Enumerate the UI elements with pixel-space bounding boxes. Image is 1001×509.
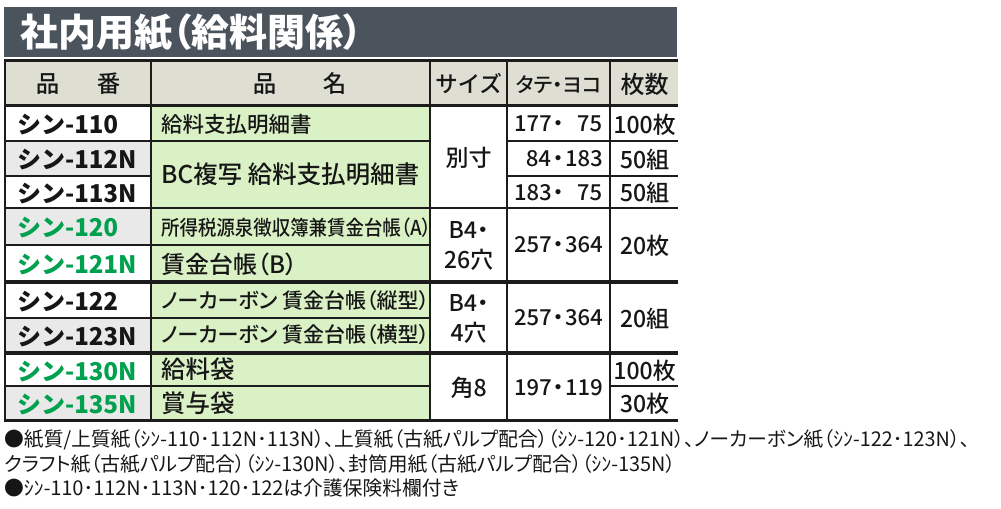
product-name-text: ノーカーボン 賃金台帳（縦型） — [161, 284, 429, 315]
cell-dims: 183 ・ 75 — [506, 174, 611, 209]
dims-yoko: 119 — [565, 369, 603, 402]
product-name-text: 賞与袋 — [161, 385, 235, 420]
cell-qty: 20組 — [609, 279, 678, 354]
product-row-110: シン-110 給料支払明細書 別寸 177 ・ 75 100枚 — [4, 104, 678, 209]
product-row-112N: シン-112N BC複写 給料支払明細書 84 ・ 183 50組 — [4, 139, 678, 209]
cell-name: ノーカーボン 賃金台帳（横型） — [150, 316, 430, 354]
cell-qty: 50組 — [609, 174, 678, 209]
page-title-bar: 社内用紙（給料関係） — [4, 2, 677, 57]
dims-separator: ・ — [546, 227, 569, 260]
product-row-122: シン-122 ノーカーボン 賃金台帳（縦型） B4・ 4穴 257 ・ 364 20組 — [4, 279, 678, 354]
cell-code: シン-120 — [4, 206, 152, 246]
size-text: 角8 — [450, 368, 487, 403]
product-name-text: 給料支払明細書 — [161, 107, 312, 139]
cell-name: 賞与袋 — [150, 384, 431, 422]
cell-name: 給料袋 — [150, 350, 431, 387]
column-header-name: 品 名 — [150, 59, 431, 107]
product-name-text: 所得税源泉徴収簿兼賃金台帳（A） — [161, 210, 430, 241]
cell-name: ノーカーボン 賃金台帳（縦型） — [150, 279, 431, 319]
product-name-text: ノーカーボン 賃金台帳（横型） — [161, 319, 429, 350]
dims-value: 197 ・ 119 — [513, 369, 603, 402]
footnote-line-2: クラフト紙（古紙パルプ配合）（ｼﾝ-130N）、封筒用紙（古紙パルプ配合）（ｼﾝ… — [4, 447, 676, 477]
column-header-size: サイズ — [429, 59, 508, 107]
dims-separator: ・ — [546, 300, 569, 333]
dims-yoko: 183 — [565, 141, 603, 174]
size-line-1: B4・ — [448, 284, 489, 319]
column-header-code: 品 番 — [4, 59, 152, 107]
footnote-line-3: ●ｼﾝ-110･112N･113N･120･122は介護保険料欄付き — [4, 472, 459, 502]
cell-size: 角8 — [429, 350, 508, 422]
cell-dims: 257 ・ 364 — [506, 206, 611, 283]
product-row-123N: シン-123N ノーカーボン 賃金台帳（横型） — [4, 316, 678, 354]
dims-tate: 183 — [513, 175, 552, 207]
product-name-text: 賃金台帳（B） — [161, 244, 298, 280]
product-row-130N: シン-130N 給料袋 角8 197 ・ 119 100枚 — [4, 350, 678, 422]
dims-tate: 257 — [513, 300, 552, 333]
cell-code: シン-130N — [4, 350, 152, 387]
cell-dims: 197 ・ 119 — [506, 350, 611, 422]
column-header-code-label: 品 番 — [35, 65, 128, 100]
product-row-113N: シン-113N 183 ・ 75 50組 — [4, 174, 678, 209]
product-row-135N: シン-135N 賞与袋 30枚 — [4, 384, 678, 422]
table-header-row: 品 番 品 名 サイズ タテ・ヨコ 枚数 — [4, 59, 678, 107]
cell-size: B4・ 4穴 — [429, 279, 508, 354]
product-row-120: シン-120 所得税源泉徴収簿兼賃金台帳（A） B4・ 26穴 257 ・ 364 2… — [4, 206, 678, 283]
cell-qty: 30枚 — [609, 384, 678, 422]
dims-separator: ・ — [546, 369, 569, 402]
cell-qty: 20枚 — [609, 206, 678, 283]
dims-value: 177 ・ 75 — [514, 111, 602, 135]
cell-dims: 257 ・ 364 — [506, 279, 611, 354]
cell-code: シン-113N — [4, 174, 152, 209]
size-line-2: 26穴 — [443, 241, 494, 275]
dims-separator: ・ — [546, 141, 569, 174]
size-line-2: 4穴 — [450, 314, 487, 348]
cell-dims: 177 ・ 75 — [506, 104, 611, 142]
cell-code: シン-123N — [4, 316, 152, 354]
dims-value: 84 ・ 183 — [514, 141, 603, 174]
cell-qty: 100枚 — [609, 104, 678, 142]
dims-yoko: 364 — [565, 300, 603, 333]
cell-code: シン-122 — [4, 279, 152, 319]
size-line-1: B4・ — [448, 211, 489, 246]
dims-value: 257 ・ 364 — [513, 300, 603, 333]
cell-code: シン-135N — [4, 384, 152, 422]
cell-name: BC複写 給料支払明細書 — [150, 139, 431, 209]
dims-value: 257 ・ 364 — [513, 227, 603, 260]
dims-tate: 257 — [513, 227, 552, 260]
footnote-line-1: ●紙質/上質紙（ｼﾝ-110･112N･113N）、上質紙（古紙パルプ配合）（ｼ… — [4, 423, 970, 452]
page-title: 社内用紙（給料関係） — [20, 1, 363, 57]
product-table: 品 番 品 名 サイズ タテ・ヨコ 枚数 シン-110 給料支払明細書 別寸 1… — [4, 59, 678, 422]
dims-tate: 177 — [513, 106, 552, 139]
cell-code: シン-110 — [4, 104, 152, 142]
cell-dims: 84 ・ 183 — [506, 139, 611, 177]
footnotes: ●紙質/上質紙（ｼﾝ-110･112N･113N）、上質紙（古紙パルプ配合）（ｼ… — [4, 423, 999, 502]
product-name-text: 給料袋 — [161, 352, 235, 386]
cell-code: シン-121N — [4, 243, 152, 283]
dims-yoko: 75 — [576, 106, 602, 139]
dims-value: 183 ・ 75 — [513, 175, 602, 207]
cell-qty: 50組 — [609, 139, 678, 177]
column-header-name-label: 品 名 — [252, 65, 358, 100]
size-text: 別寸 — [445, 138, 492, 173]
column-header-dims: タテ・ヨコ — [506, 59, 611, 107]
cell-code: シン-112N — [4, 139, 152, 177]
cell-name: 給料支払明細書 — [150, 104, 431, 142]
cell-name: 賃金台帳（B） — [150, 243, 430, 283]
product-row-121N: シン-121N 賃金台帳（B） — [4, 243, 678, 283]
cell-qty: 100枚 — [609, 350, 678, 387]
dims-tate: 84 — [525, 141, 551, 174]
dims-separator: ・ — [546, 175, 569, 207]
cell-name: 所得税源泉徴収簿兼賃金台帳（A） — [150, 206, 431, 246]
product-name-text: BC複写 給料支払明細書 — [161, 155, 420, 191]
column-header-qty: 枚数 — [609, 59, 678, 107]
cell-size: B4・ 26穴 — [429, 206, 508, 283]
dims-tate: 197 — [513, 369, 552, 402]
dims-separator: ・ — [546, 106, 569, 139]
dims-yoko: 75 — [576, 175, 602, 207]
cell-size: 別寸 — [429, 104, 508, 209]
dims-yoko: 364 — [565, 227, 603, 260]
